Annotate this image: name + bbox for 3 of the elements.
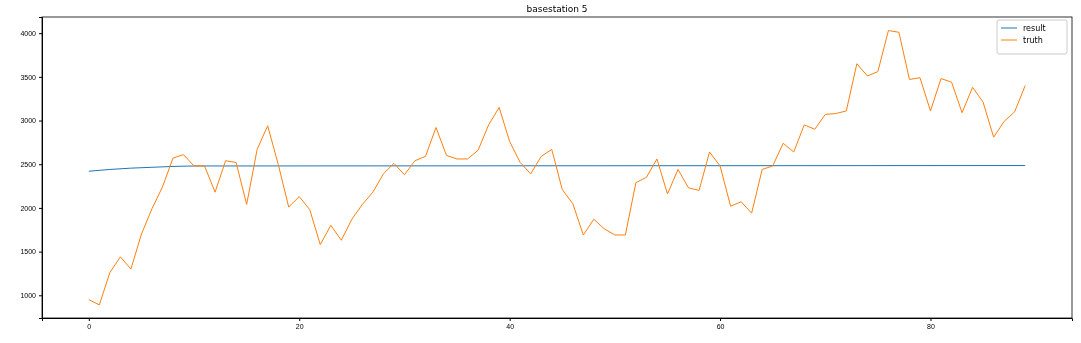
chart-title: basestation 5 [526, 4, 588, 14]
legend-label: truth [1023, 36, 1043, 45]
legend-label: result [1023, 24, 1046, 33]
